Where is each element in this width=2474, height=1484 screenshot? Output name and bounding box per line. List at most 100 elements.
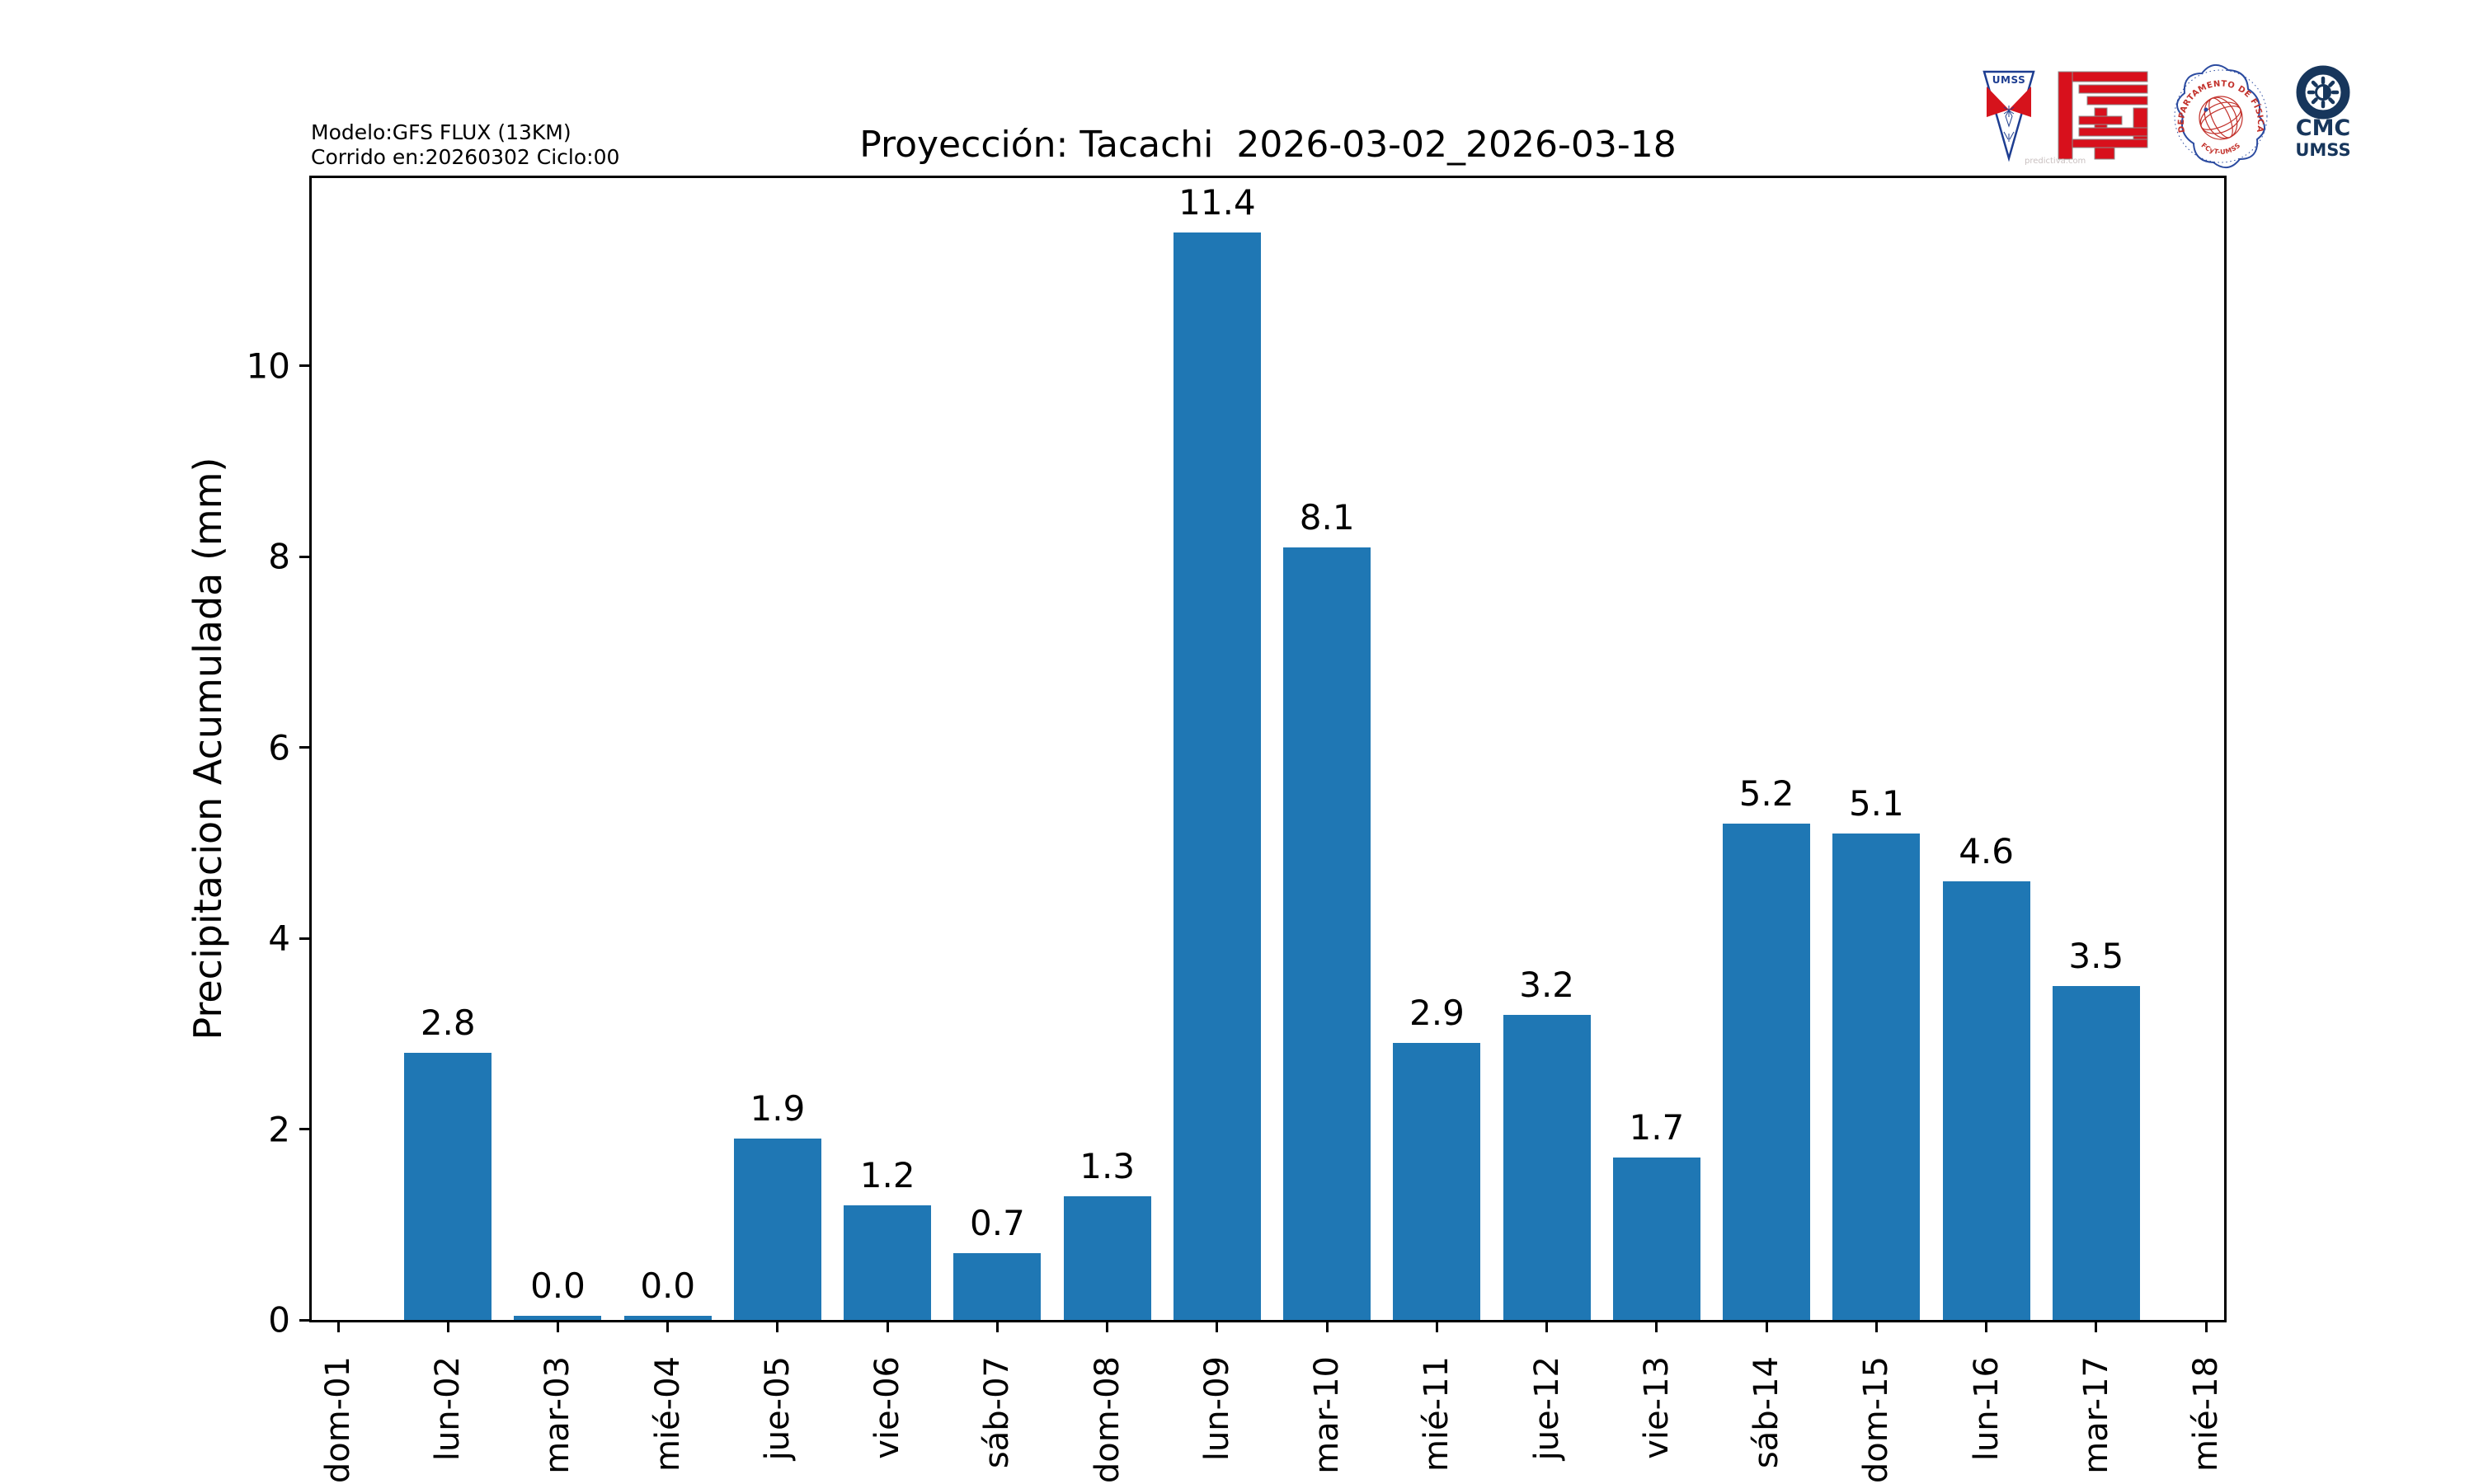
x-tick-label: dom-08: [1088, 1356, 1126, 1484]
bar: [623, 1316, 712, 1320]
model-line1: Modelo:GFS FLUX (13KM): [311, 120, 571, 144]
x-tick-label: lun-02: [429, 1356, 468, 1462]
x-tick: [1216, 1320, 1219, 1332]
x-tick: [1765, 1320, 1768, 1332]
x-tick: [556, 1320, 559, 1332]
x-tick: [886, 1320, 889, 1332]
bar: [1063, 1195, 1151, 1320]
x-tick-label: sáb-14: [1747, 1356, 1786, 1469]
chart-title: Proyección: Tacachi 2026-03-02_2026-03-1…: [859, 124, 1677, 166]
x-tick-label: dom-01: [319, 1356, 357, 1484]
bar: [1393, 1043, 1481, 1320]
x-tick-label: dom-15: [1857, 1356, 1896, 1484]
umss-pennant-text: UMSS: [1992, 74, 2025, 86]
x-tick-label: mié-04: [648, 1356, 687, 1472]
y-tick: [299, 937, 309, 940]
watermark-text: predictiva.com: [2025, 157, 2086, 166]
x-tick-label: vie-13: [1637, 1356, 1676, 1459]
x-tick-label: lun-09: [1197, 1356, 1236, 1462]
x-tick: [1106, 1320, 1109, 1332]
x-tick: [776, 1320, 779, 1332]
umss-pennant-logo: UMSS: [1982, 70, 2035, 162]
y-tick: [299, 746, 309, 749]
x-tick-label: vie-06: [868, 1356, 907, 1459]
bar: [514, 1316, 602, 1320]
x-tick: [1545, 1320, 1549, 1332]
bar-value-label: 8.1: [1299, 496, 1355, 538]
bar: [953, 1253, 1042, 1320]
bar: [1612, 1158, 1700, 1320]
y-tick-label: 6: [268, 727, 290, 768]
x-tick-label: mié-11: [1418, 1356, 1456, 1472]
cmc-text: CMC: [2296, 115, 2351, 141]
y-tick-label: 2: [268, 1109, 290, 1150]
bar: [1503, 1014, 1591, 1320]
x-tick: [2095, 1320, 2098, 1332]
bar-value-label: 2.8: [420, 1003, 476, 1044]
bar-value-label: 5.1: [1848, 782, 1904, 824]
bar-value-label: 11.4: [1178, 181, 1256, 223]
y-tick-label: 0: [268, 1299, 290, 1341]
bar-value-label: 1.7: [1629, 1107, 1685, 1148]
bar-value-label: 3.2: [1519, 964, 1575, 1005]
y-tick: [299, 555, 309, 558]
x-tick: [1874, 1320, 1878, 1332]
bar: [404, 1053, 492, 1320]
cmc-umss-logo: CMC UMSS: [2295, 65, 2351, 160]
fcyt-logo: [2058, 71, 2148, 160]
bar-value-label: 1.9: [750, 1088, 806, 1129]
physics-department-seal-logo: DEPARTAMENTO DE FÍSICA FCyT-UMSS: [2174, 64, 2268, 168]
y-tick: [299, 364, 309, 368]
x-tick: [666, 1320, 670, 1332]
bar-value-label: 1.3: [1079, 1145, 1136, 1186]
x-tick-label: mar-17: [2077, 1356, 2115, 1474]
seal-top-text: DEPARTAMENTO DE FÍSICA: [2177, 79, 2265, 133]
bar: [733, 1139, 821, 1320]
seal-bottom-text: FCyT-UMSS: [2199, 142, 2241, 156]
x-tick: [2204, 1320, 2208, 1332]
x-tick-label: jue-05: [758, 1356, 797, 1461]
bar: [2052, 986, 2140, 1320]
bar: [1942, 881, 2030, 1320]
x-tick-label: lun-16: [1967, 1356, 2006, 1462]
bar-value-label: 0.7: [970, 1203, 1025, 1244]
y-tick-label: 4: [268, 918, 290, 959]
bar-value-label: 0.0: [640, 1266, 696, 1307]
bar-value-label: 0.0: [530, 1266, 586, 1307]
x-tick: [336, 1320, 340, 1332]
svg-text:FCyT-UMSS: FCyT-UMSS: [2199, 142, 2241, 156]
svg-text:DEPARTAMENTO DE FÍSICA: DEPARTAMENTO DE FÍSICA: [2177, 79, 2265, 133]
plot-area: dom-01 lun-02 2.8 mar-03 0.0 mié-04 0.0 jue-05 1…: [247, 176, 2227, 1483]
y-tick-label: 10: [246, 345, 290, 387]
x-tick-label: jue-12: [1527, 1356, 1566, 1461]
bar-value-label: 3.5: [2068, 936, 2124, 977]
x-tick-label: mar-10: [1308, 1356, 1347, 1474]
bar: [1173, 232, 1261, 1320]
x-tick: [1985, 1320, 1988, 1332]
x-tick-label: sáb-07: [978, 1356, 1017, 1469]
x-tick: [1435, 1320, 1438, 1332]
y-tick: [299, 1128, 309, 1131]
model-line2: Corrido en:20260302 Ciclo:00: [311, 144, 620, 169]
bar: [1283, 547, 1371, 1320]
bar-value-label: 5.2: [1738, 773, 1794, 815]
model-info: Modelo:GFS FLUX (13KM) Corrido en:202603…: [311, 120, 619, 169]
x-tick: [995, 1320, 999, 1332]
x-tick: [1655, 1320, 1658, 1332]
y-tick: [299, 1318, 309, 1322]
bar-value-label: 2.9: [1409, 993, 1465, 1034]
x-tick: [1325, 1320, 1329, 1332]
x-tick-label: mié-18: [2187, 1356, 2226, 1472]
x-tick-label: mar-03: [539, 1356, 577, 1474]
x-tick: [446, 1320, 449, 1332]
bar: [844, 1205, 932, 1320]
bar: [1723, 824, 1811, 1320]
bar: [1832, 833, 1921, 1320]
cmc-umss-text: UMSS: [2295, 140, 2350, 160]
bar-value-label: 1.2: [859, 1155, 915, 1196]
bar-value-label: 4.6: [1959, 830, 2014, 871]
y-tick-label: 8: [268, 536, 290, 577]
y-axis-label: Precipitacion Acumulada (mm): [186, 457, 230, 1040]
logo-row: UMSS: [1982, 49, 2354, 181]
